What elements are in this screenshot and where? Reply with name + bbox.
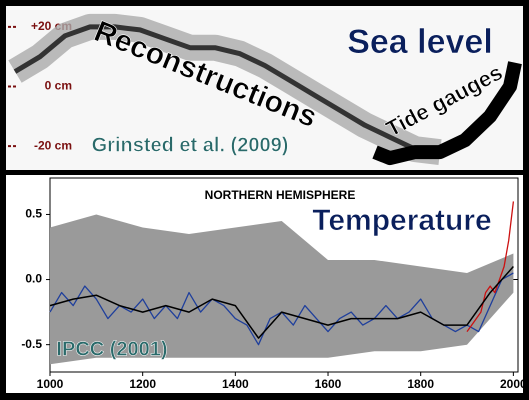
chart-subtitle: NORTHERN HEMISPHERE [205,188,356,202]
annotation: IPCC (2001) [56,338,167,360]
line [49,266,514,339]
x-tick-label: 1400 [222,377,249,391]
line [13,24,441,155]
x-tick-label: 1800 [407,377,434,391]
x-tick-label: 1200 [129,377,156,391]
y-tick-label: -20 cm [34,138,72,152]
y-tick-label: 0.5 [25,207,42,221]
chart-title: Temperature [312,204,492,237]
y-tick-label: -0.5 [21,337,42,351]
x-tick-label: 2000 [500,377,527,391]
x-tick-label: 1600 [315,377,342,391]
annotation: Grinsted et al. (2009) [92,134,289,156]
y-tick-label: 0 cm [45,79,72,93]
chart-title: Sea level [347,23,493,61]
line [466,201,515,332]
line [372,61,522,166]
y-tick-label: 0.0 [25,272,42,286]
uncertainty-band [50,214,514,365]
x-tick-label: 1000 [37,377,64,391]
